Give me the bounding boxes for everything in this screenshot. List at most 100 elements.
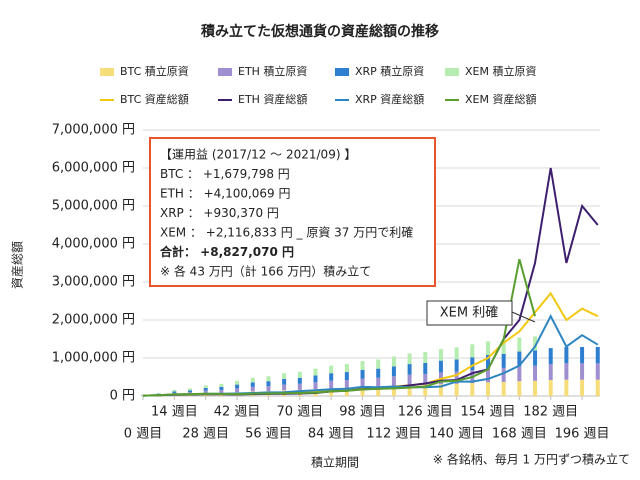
x-tick-label: 126 週目 — [398, 405, 453, 420]
bar — [485, 354, 490, 369]
callout-box — [426, 300, 513, 326]
line-series — [142, 291, 599, 397]
y-tick-label: 3,000,000 円 — [52, 275, 135, 290]
x-tick-label: 70 週目 — [276, 405, 323, 420]
bar — [517, 381, 522, 396]
bar — [188, 388, 193, 391]
bar — [533, 380, 538, 396]
bar — [454, 383, 459, 396]
x-tick-label: 168 週目 — [492, 427, 547, 442]
bar — [470, 344, 475, 358]
bar — [156, 393, 161, 395]
bar — [203, 385, 208, 389]
line-series — [142, 314, 599, 397]
bar — [533, 365, 538, 381]
y-tick-label: 1,000,000 円 — [52, 351, 135, 366]
bar — [501, 339, 506, 354]
bar — [266, 386, 271, 392]
annotation-line: XRP ： +930,370 円 — [160, 206, 279, 220]
annotation-line: ※ 各 43 万円（計 166 万円）積み立て — [160, 264, 371, 279]
bar — [548, 364, 553, 381]
chart-title: 積み立てた仮想通貨の資産総額の推移 — [200, 23, 439, 40]
x-tick-label: 0 週目 — [124, 427, 162, 442]
legend-swatch — [100, 68, 114, 76]
y-tick-label: 5,000,000 円 — [52, 199, 135, 214]
bar — [517, 337, 522, 352]
bar — [219, 383, 224, 387]
bar — [454, 371, 459, 384]
bar — [344, 372, 349, 381]
bar — [282, 373, 287, 379]
bar — [407, 364, 412, 375]
y-tick-label: 2,000,000 円 — [52, 313, 135, 328]
x-tick-label: 98 週目 — [339, 405, 386, 420]
x-tick-label: 14 週目 — [151, 405, 198, 420]
bar — [580, 379, 585, 396]
bar — [376, 386, 381, 396]
bar — [391, 366, 396, 377]
bar — [360, 387, 365, 396]
bar — [188, 390, 193, 393]
y-tick-label: 6,000,000 円 — [52, 161, 135, 176]
bar — [580, 346, 585, 364]
bar — [533, 336, 538, 351]
bar — [438, 384, 443, 396]
bar — [360, 369, 365, 379]
bar — [485, 382, 490, 396]
bar — [203, 388, 208, 391]
bar — [172, 389, 177, 392]
bar — [282, 384, 287, 391]
bar — [423, 384, 428, 396]
bar — [360, 361, 365, 370]
bar — [156, 392, 161, 394]
y-axis-title: 資産総額 — [10, 241, 25, 289]
bar — [501, 367, 506, 382]
bar — [329, 380, 334, 389]
bar — [548, 380, 553, 396]
bar — [344, 388, 349, 396]
bar — [219, 389, 224, 393]
x-tick-label: 112 週目 — [366, 427, 421, 442]
bar — [329, 365, 334, 374]
legend-swatch — [335, 68, 349, 76]
bar — [235, 384, 240, 389]
legend-label: BTC 資産総額 — [120, 92, 189, 106]
bar — [313, 368, 318, 376]
legend-label: ETH 積立原資 — [238, 64, 307, 78]
x-tick-label: 154 週目 — [461, 405, 516, 420]
bar — [376, 368, 381, 378]
legend-label: XEM 積立原資 — [465, 64, 536, 78]
bar — [297, 371, 302, 378]
bar — [564, 363, 569, 380]
bar — [235, 388, 240, 393]
bar — [517, 351, 522, 367]
bar — [376, 359, 381, 369]
annotation-line: BTC ： +1,679,798 円 — [160, 167, 290, 181]
bar — [423, 362, 428, 374]
annotation-line: 合計： +8,827,070 円 — [160, 244, 294, 259]
legend-label: XRP 資産総額 — [355, 92, 424, 106]
bar — [172, 391, 177, 393]
bar — [407, 374, 412, 386]
bar — [501, 353, 506, 368]
x-tick-label: 84 週目 — [308, 427, 355, 442]
bar — [376, 377, 381, 387]
bar — [501, 381, 506, 396]
bar — [595, 379, 600, 396]
line-series — [142, 258, 536, 397]
bar — [470, 383, 475, 396]
y-tick-label: 4,000,000 円 — [52, 237, 135, 252]
bar — [391, 356, 396, 367]
x-tick-label: 196 週目 — [555, 427, 610, 442]
bar — [564, 346, 569, 364]
y-tick-label: 0 円 — [110, 389, 135, 404]
x-tick-label: 42 週目 — [214, 405, 261, 420]
bar — [533, 350, 538, 366]
bar — [470, 357, 475, 371]
bar — [203, 390, 208, 394]
bar — [250, 382, 255, 387]
bar — [313, 382, 318, 390]
x-tick-label: 140 週目 — [429, 427, 484, 442]
bar — [485, 368, 490, 383]
bar — [580, 363, 585, 380]
